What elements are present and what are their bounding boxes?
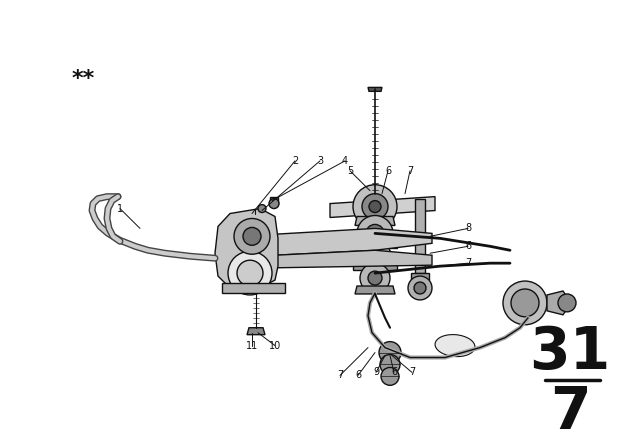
Ellipse shape <box>435 335 475 357</box>
Circle shape <box>368 271 382 285</box>
Text: 5: 5 <box>347 166 353 176</box>
Text: 11: 11 <box>246 340 258 351</box>
Polygon shape <box>247 328 265 335</box>
Text: 6: 6 <box>391 367 397 377</box>
Text: 4: 4 <box>342 156 348 166</box>
Circle shape <box>369 201 381 212</box>
Polygon shape <box>270 197 278 203</box>
Polygon shape <box>353 241 397 248</box>
Text: 7: 7 <box>337 370 343 380</box>
Polygon shape <box>415 198 425 273</box>
Circle shape <box>243 228 261 246</box>
Circle shape <box>414 282 426 294</box>
Polygon shape <box>255 250 432 268</box>
Text: 2: 2 <box>292 156 298 166</box>
Text: 31: 31 <box>529 324 611 381</box>
Polygon shape <box>355 216 395 225</box>
Circle shape <box>258 205 266 212</box>
Polygon shape <box>353 264 397 270</box>
Polygon shape <box>215 209 278 288</box>
Circle shape <box>511 289 539 317</box>
Polygon shape <box>222 283 285 293</box>
Circle shape <box>234 219 270 254</box>
Polygon shape <box>255 228 432 256</box>
Text: 3: 3 <box>317 156 323 166</box>
Circle shape <box>366 224 384 242</box>
Polygon shape <box>411 273 429 280</box>
Text: 7: 7 <box>550 383 590 441</box>
Text: 6: 6 <box>385 166 391 176</box>
Circle shape <box>379 342 401 363</box>
Circle shape <box>359 240 391 272</box>
Circle shape <box>367 248 383 264</box>
Text: 9: 9 <box>373 367 379 377</box>
Circle shape <box>269 198 279 209</box>
Circle shape <box>503 281 547 325</box>
Circle shape <box>357 215 393 251</box>
Circle shape <box>362 194 388 220</box>
Text: 7: 7 <box>407 166 413 176</box>
Circle shape <box>228 251 272 295</box>
Text: 10: 10 <box>269 340 281 351</box>
Text: 7: 7 <box>465 258 471 268</box>
Text: 6: 6 <box>355 370 361 380</box>
Circle shape <box>353 185 397 228</box>
Text: 8: 8 <box>465 224 471 233</box>
Text: **: ** <box>72 69 95 90</box>
Circle shape <box>380 354 400 375</box>
Circle shape <box>381 367 399 385</box>
Text: 1: 1 <box>117 203 123 214</box>
Polygon shape <box>355 286 395 294</box>
Circle shape <box>558 294 576 312</box>
Text: 7: 7 <box>409 367 415 377</box>
Text: 6: 6 <box>465 241 471 251</box>
Circle shape <box>360 263 390 293</box>
Circle shape <box>237 260 263 286</box>
Circle shape <box>408 276 432 300</box>
Polygon shape <box>330 197 435 217</box>
Polygon shape <box>547 291 571 315</box>
Polygon shape <box>368 87 382 91</box>
